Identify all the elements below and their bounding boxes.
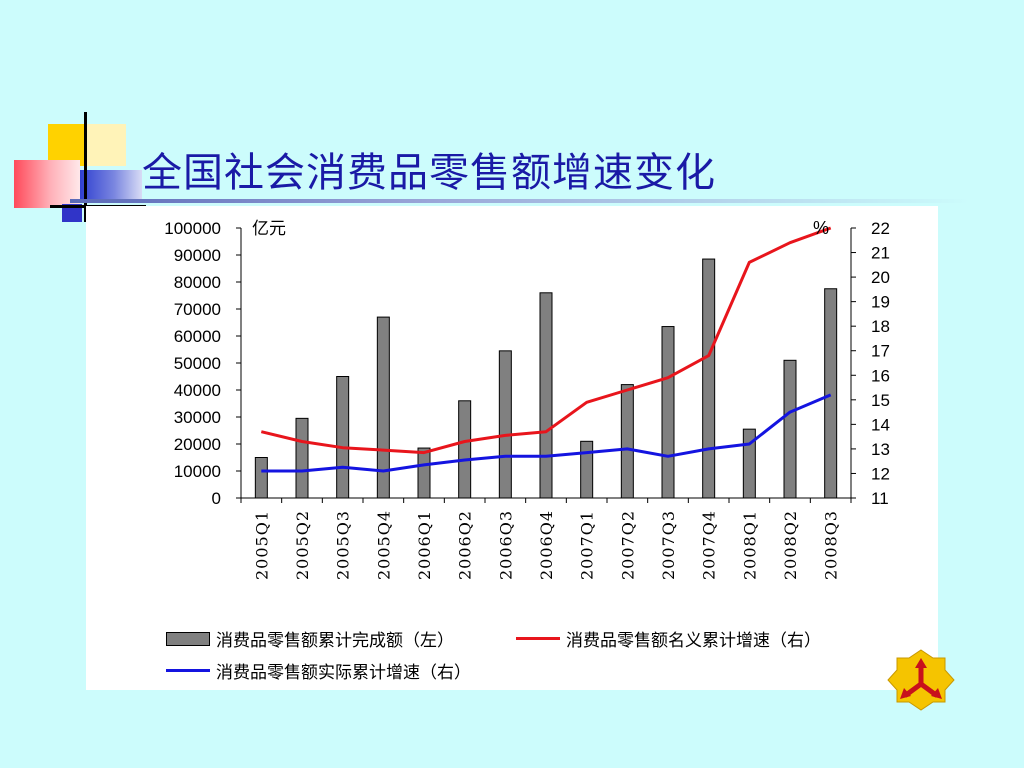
left-tick-label: 60000 xyxy=(174,327,221,346)
left-tick-label: 90000 xyxy=(174,246,221,265)
bar-2006Q2 xyxy=(458,400,472,499)
bar-2008Q2 xyxy=(783,359,797,499)
decor-light-square xyxy=(86,124,126,166)
left-tick-label: 70000 xyxy=(174,300,221,319)
bar-2007Q1 xyxy=(580,440,594,499)
left-axis-unit-label: 亿元 xyxy=(252,219,286,239)
decor-blue-small-square xyxy=(62,204,82,222)
legend-swatch-bar xyxy=(166,631,210,646)
x-axis: 2005Q1 2005Q2 2005Q3 2005Q4 2006Q1 2006Q2 2006… xyxy=(240,497,852,580)
right-tick-label: 13 xyxy=(871,440,890,459)
decor-yellow-square xyxy=(48,124,86,166)
right-axis: 11 12 13 14 15 16 17 18 19 20 21 22 xyxy=(850,219,890,508)
right-tick-label: 17 xyxy=(871,342,890,361)
left-tick-label: 10000 xyxy=(174,462,221,481)
real-growth-line xyxy=(261,393,832,473)
x-category-label: 2008Q1 xyxy=(740,510,759,580)
x-category-label: 2008Q2 xyxy=(781,510,800,580)
right-tick-label: 20 xyxy=(871,268,890,287)
bar-2007Q4 xyxy=(702,258,716,499)
x-category-label: 2006Q3 xyxy=(496,510,515,580)
title-underline xyxy=(70,199,970,203)
legend-label: 消费品零售额实际累计增速（右） xyxy=(216,663,471,683)
x-category-label: 2007Q2 xyxy=(618,510,637,580)
legend-item-real: 消费品零售额实际累计增速（右） xyxy=(166,658,471,683)
legend-swatch-blue-line xyxy=(166,669,210,672)
nominal-growth-line xyxy=(260,226,832,455)
x-category-label: 2005Q4 xyxy=(374,510,393,580)
bar-2005Q3 xyxy=(336,376,350,499)
left-axis: 0 10000 20000 30000 40000 50000 60000 70000 8000… xyxy=(164,219,242,508)
right-tick-label: 19 xyxy=(871,293,890,312)
bar-2005Q1 xyxy=(254,457,268,499)
right-tick-label: 11 xyxy=(871,489,889,508)
bar-2007Q2 xyxy=(620,384,634,499)
left-tick-label: 40000 xyxy=(174,381,221,400)
right-tick-label: 14 xyxy=(871,415,890,434)
left-tick-label: 30000 xyxy=(174,408,221,427)
slide-title: 全国社会消费品零售额增速变化 xyxy=(142,150,716,196)
x-category-label: 2005Q2 xyxy=(293,510,312,580)
right-tick-label: 22 xyxy=(871,219,890,238)
left-tick-label: 50000 xyxy=(174,354,221,373)
x-category-label: 2007Q4 xyxy=(700,510,719,580)
left-tick-label: 80000 xyxy=(174,273,221,292)
right-tick-label: 18 xyxy=(871,317,890,336)
decor-vertical-line xyxy=(84,112,87,222)
x-category-label: 2007Q1 xyxy=(578,510,597,580)
left-tick-label: 100000 xyxy=(164,219,221,238)
x-category-label: 2005Q1 xyxy=(252,510,271,580)
bar-2005Q2 xyxy=(295,417,309,499)
bar-2006Q4 xyxy=(539,292,553,499)
left-tick-label: 0 xyxy=(212,489,221,508)
combo-chart: 0 10000 20000 30000 40000 50000 60000 70000 8000… xyxy=(164,218,890,580)
bar-2006Q3 xyxy=(498,350,512,499)
x-category-label: 2006Q1 xyxy=(415,510,434,580)
left-tick-label: 20000 xyxy=(174,435,221,454)
three-arrows-logo-icon xyxy=(887,649,955,711)
line-series xyxy=(260,226,832,473)
bar-2007Q3 xyxy=(661,326,675,499)
legend-item-nominal: 消费品零售额名义累计增速（右） xyxy=(516,626,821,651)
x-category-label: 2006Q4 xyxy=(537,510,556,580)
x-category-label: 2007Q3 xyxy=(659,510,678,580)
chart-panel: 0 10000 20000 30000 40000 50000 60000 70000 8000… xyxy=(86,206,938,690)
right-tick-label: 12 xyxy=(871,464,890,483)
x-category-label: 2005Q3 xyxy=(334,510,353,580)
bar-2006Q1 xyxy=(417,447,431,499)
right-tick-label: 15 xyxy=(871,391,890,410)
right-axis-unit-label: % xyxy=(813,218,829,238)
x-category-label: 2006Q2 xyxy=(456,510,475,580)
legend-label: 消费品零售额累计完成额（左） xyxy=(216,631,454,651)
bar-series xyxy=(254,258,838,499)
right-tick-label: 16 xyxy=(871,366,890,385)
decor-blue-gradient-square xyxy=(80,170,142,202)
decor-red-gradient-square xyxy=(14,160,80,208)
legend-swatch-red-line xyxy=(516,637,560,640)
bar-2008Q3 xyxy=(824,288,838,499)
legend-item-total: 消费品零售额累计完成额（左） xyxy=(166,626,454,651)
legend-label: 消费品零售额名义累计增速（右） xyxy=(566,631,821,651)
right-tick-label: 21 xyxy=(871,244,890,263)
x-category-label: 2008Q3 xyxy=(822,510,841,580)
